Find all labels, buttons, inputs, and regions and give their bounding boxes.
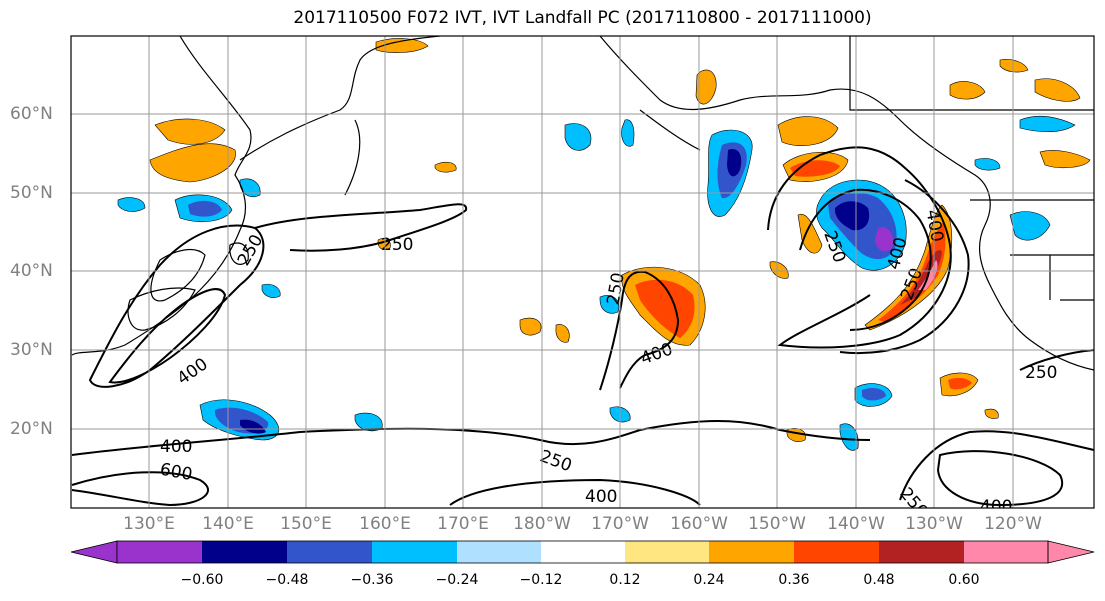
colorbar-min-arrow bbox=[70, 540, 118, 564]
contour-label: 400 bbox=[160, 437, 192, 457]
colorbar-tick: −0.12 bbox=[519, 572, 563, 588]
colorbar-bin bbox=[794, 541, 879, 563]
colorbar-bin bbox=[457, 541, 541, 563]
ivt-contours bbox=[71, 146, 1094, 507]
contour-label: 400 bbox=[174, 354, 212, 389]
colorbar-tick: 0.60 bbox=[948, 572, 980, 588]
lon-label: 150°E bbox=[280, 514, 332, 534]
lat-label-60n: 60°N bbox=[10, 104, 53, 124]
contour-label: 250 bbox=[381, 235, 413, 255]
lon-label: 150°W bbox=[748, 514, 806, 534]
contour-label: 250 bbox=[1025, 363, 1057, 383]
colorbar-max-arrow bbox=[1047, 540, 1095, 564]
lon-label: 160°W bbox=[670, 514, 728, 534]
map-panel: 250 250 250 250 250 250 250 400 400 400 … bbox=[71, 36, 1094, 517]
colorbar-bin bbox=[964, 541, 1048, 563]
colorbar-bin bbox=[541, 541, 625, 563]
lon-label: 170°E bbox=[437, 514, 489, 534]
map-frame bbox=[70, 35, 1095, 509]
lat-label-20n: 20°N bbox=[10, 419, 53, 439]
colorbar bbox=[70, 540, 1095, 564]
contour-label: 600 bbox=[158, 460, 193, 485]
colorbar-tick: −0.36 bbox=[350, 572, 394, 588]
colorbar-bin bbox=[117, 541, 202, 563]
colorbar-bin bbox=[287, 541, 372, 563]
negative-anomaly-regions bbox=[117, 115, 1076, 451]
colorbar-bin bbox=[879, 541, 964, 563]
lat-label-30n: 30°N bbox=[10, 340, 53, 360]
lon-label: 140°E bbox=[202, 514, 254, 534]
contour-label: 400 bbox=[585, 487, 617, 507]
colorbar-tick: 0.12 bbox=[609, 572, 641, 588]
colorbar-bin bbox=[625, 541, 709, 563]
coastlines bbox=[71, 36, 1094, 371]
colorbar-tick: 0.24 bbox=[693, 572, 725, 588]
colorbar-bin bbox=[202, 541, 287, 563]
colorbar-bin bbox=[372, 541, 457, 563]
graticule bbox=[71, 36, 1094, 508]
lon-label: 130°E bbox=[123, 514, 175, 534]
contour-label: 400 bbox=[980, 497, 1012, 517]
lon-label: 170°W bbox=[591, 514, 649, 534]
contour-label: 250 bbox=[603, 271, 628, 306]
lon-label: 120°W bbox=[984, 514, 1042, 534]
colorbar-tick: 0.48 bbox=[863, 572, 895, 588]
colorbar-tick: −0.48 bbox=[265, 572, 309, 588]
map-title: 2017110500 F072 IVT, IVT Landfall PC (20… bbox=[293, 8, 872, 28]
lon-label: 140°W bbox=[827, 514, 885, 534]
positive-anomaly-regions bbox=[149, 38, 1091, 442]
lon-label: 180°W bbox=[513, 514, 571, 534]
contour-label: 400 bbox=[638, 339, 675, 369]
colorbar-tick: 0.36 bbox=[778, 572, 810, 588]
colorbar-frame bbox=[116, 540, 1049, 564]
lon-label: 160°E bbox=[359, 514, 411, 534]
lat-label-40n: 40°N bbox=[10, 261, 53, 281]
lat-label-50n: 50°N bbox=[10, 183, 53, 203]
contour-label: 250 bbox=[537, 446, 574, 476]
colorbar-tick: −0.60 bbox=[180, 572, 224, 588]
lon-label: 130°W bbox=[905, 514, 963, 534]
colorbar-tick: −0.24 bbox=[435, 572, 479, 588]
colorbar-bin bbox=[709, 541, 794, 563]
